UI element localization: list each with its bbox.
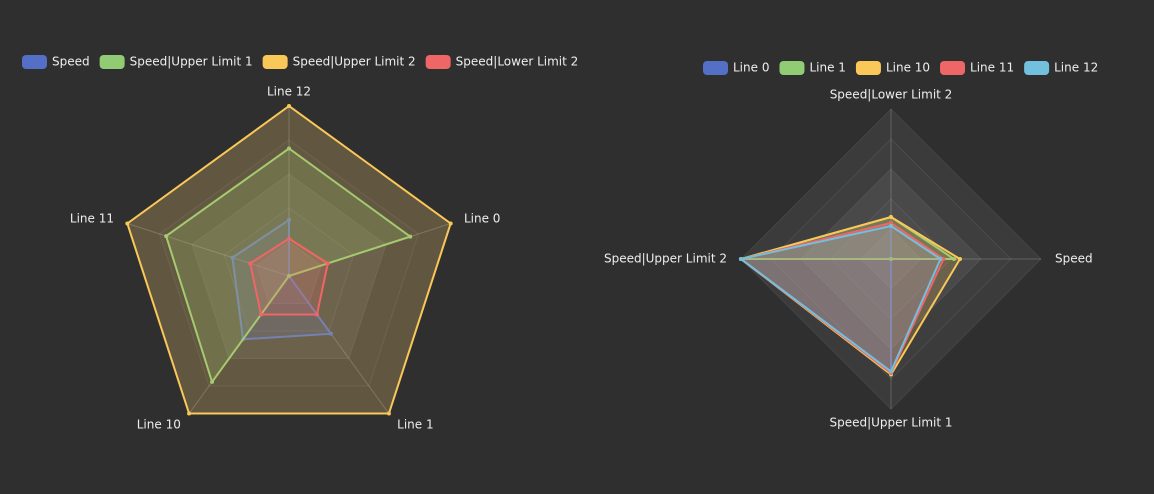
legend-label: Line 0: [733, 61, 769, 75]
data-point: [259, 312, 264, 317]
indicator-label: Line 1: [397, 417, 433, 431]
data-point: [210, 379, 215, 384]
data-point: [958, 257, 962, 261]
radar-chart: Speed|Lower Limit 2 Speed|Upper Limit 2 Sp…: [604, 61, 1098, 430]
indicator-label: Speed|Lower Limit 2: [830, 88, 953, 102]
indicator-label: Line 10: [137, 417, 181, 431]
data-point: [164, 234, 169, 239]
radar-chart: Line 12 Line 11 Line 10 Line 1 Line 0 Speed Sp…: [22, 55, 579, 431]
data-point: [287, 104, 291, 108]
legend-label: Line 1: [809, 61, 845, 75]
legend-item: Line 12: [1024, 61, 1098, 75]
data-point: [248, 261, 253, 266]
split-area: [159, 139, 419, 387]
legend-item: Line 0: [703, 61, 769, 75]
indicator-label: Line 11: [70, 212, 114, 226]
data-point: [938, 257, 943, 261]
data-point: [952, 257, 956, 261]
legend-swatch: [855, 61, 881, 75]
data-point: [889, 257, 893, 261]
indicator-label: Speed: [1055, 252, 1093, 266]
legend-item: Line 11: [940, 61, 1014, 75]
legend-swatch: [99, 55, 125, 69]
series-area: [231, 218, 333, 341]
split-area: [770, 138, 1012, 380]
legend-label: Line 11: [970, 61, 1014, 75]
series-area: [126, 104, 452, 415]
data-point: [187, 411, 192, 416]
legend-swatch: [940, 61, 966, 75]
data-point: [287, 274, 291, 278]
data-point: [314, 312, 319, 317]
legend-swatch: [425, 55, 451, 69]
legend-item: Speed|Upper Limit 1: [99, 55, 253, 69]
split-area: [223, 207, 355, 332]
legend-label: Speed|Lower Limit 2: [456, 55, 579, 69]
legend-label: Line 12: [1054, 61, 1098, 75]
data-point: [287, 146, 291, 151]
legend-label: Line 10: [886, 61, 930, 75]
data-point: [287, 236, 291, 241]
legend-swatch: [1024, 61, 1050, 75]
legend-label: Speed|Upper Limit 2: [293, 55, 416, 69]
legend-swatch: [703, 61, 728, 75]
legend-swatch: [779, 61, 805, 75]
data-point: [325, 261, 330, 266]
data-point: [287, 217, 291, 222]
legend-label: Speed|Upper Limit 1: [130, 55, 253, 69]
data-point: [125, 221, 130, 226]
data-point: [230, 255, 235, 260]
legend-item: Speed: [22, 55, 90, 69]
series-area: [164, 147, 413, 385]
legend-item: Line 1: [779, 61, 846, 75]
indicator-label: Speed|Upper Limit 1: [829, 416, 952, 430]
legend-item: Speed|Lower Limit 2: [425, 55, 579, 69]
axis-line: [127, 222, 290, 277]
data-point: [889, 221, 893, 225]
legend-swatch: [262, 55, 288, 69]
data-point: [889, 215, 893, 219]
data-point: [408, 234, 413, 239]
data-point: [941, 257, 946, 261]
indicator-label: Line 12: [267, 85, 311, 99]
data-point: [889, 224, 893, 228]
data-point: [448, 221, 453, 226]
data-point: [739, 257, 743, 261]
indicator-label: Speed|Upper Limit 2: [604, 252, 727, 266]
data-point: [328, 331, 333, 336]
legend-label: Speed: [52, 55, 90, 69]
indicator-label: Line 0: [464, 212, 500, 226]
legend-item: Line 10: [855, 61, 930, 75]
data-point: [889, 369, 893, 374]
series-area: [249, 237, 329, 316]
legend-item: Speed|Upper Limit 2: [262, 55, 416, 69]
data-point: [386, 411, 391, 416]
legend-swatch: [22, 55, 47, 69]
